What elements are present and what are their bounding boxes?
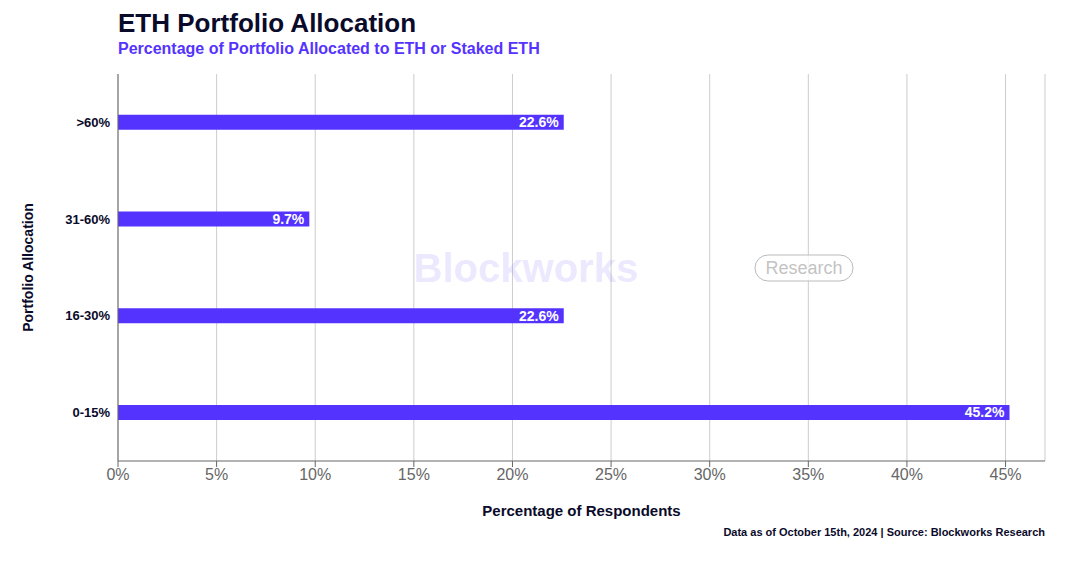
html-text:ETH Portfolio Allocation: ETH Portfolio Allocation <box>118 8 416 38</box>
svg-text:10%: 10% <box>299 466 331 483</box>
svg-text:45%: 45% <box>990 466 1022 483</box>
svg-text:45.2%: 45.2% <box>965 404 1005 420</box>
svg-text:9.7%: 9.7% <box>272 211 304 227</box>
svg-text:>60%: >60% <box>76 115 110 130</box>
html-text:Research: Research <box>765 257 843 277</box>
svg-text:5%: 5% <box>205 466 228 483</box>
svg-text:30%: 30% <box>694 466 726 483</box>
svg-text:Percentage of Respondents: Percentage of Respondents <box>482 502 680 519</box>
svg-text:20%: 20% <box>496 466 528 483</box>
svg-text:0%: 0% <box>106 466 129 483</box>
html-text:Data as of October 15th, 2024: Data as of October 15th, 2024 | Source: … <box>723 526 1045 538</box>
svg-text:40%: 40% <box>891 466 923 483</box>
svg-text:15%: 15% <box>398 466 430 483</box>
svg-text:22.6%: 22.6% <box>519 114 559 130</box>
svg-text:22.6%: 22.6% <box>519 308 559 324</box>
svg-text:Portfolio Allocation: Portfolio Allocation <box>20 203 36 332</box>
svg-text:16-30%: 16-30% <box>65 308 110 323</box>
svg-text:35%: 35% <box>792 466 824 483</box>
svg-text:0-15%: 0-15% <box>72 405 110 420</box>
html-text:Percentage of Portfolio Alloca: Percentage of Portfolio Allocated to ETH… <box>118 40 540 57</box>
svg-text:31-60%: 31-60% <box>65 212 110 227</box>
svg-text:25%: 25% <box>595 466 627 483</box>
html-text:Blockworks: Blockworks <box>413 245 639 289</box>
